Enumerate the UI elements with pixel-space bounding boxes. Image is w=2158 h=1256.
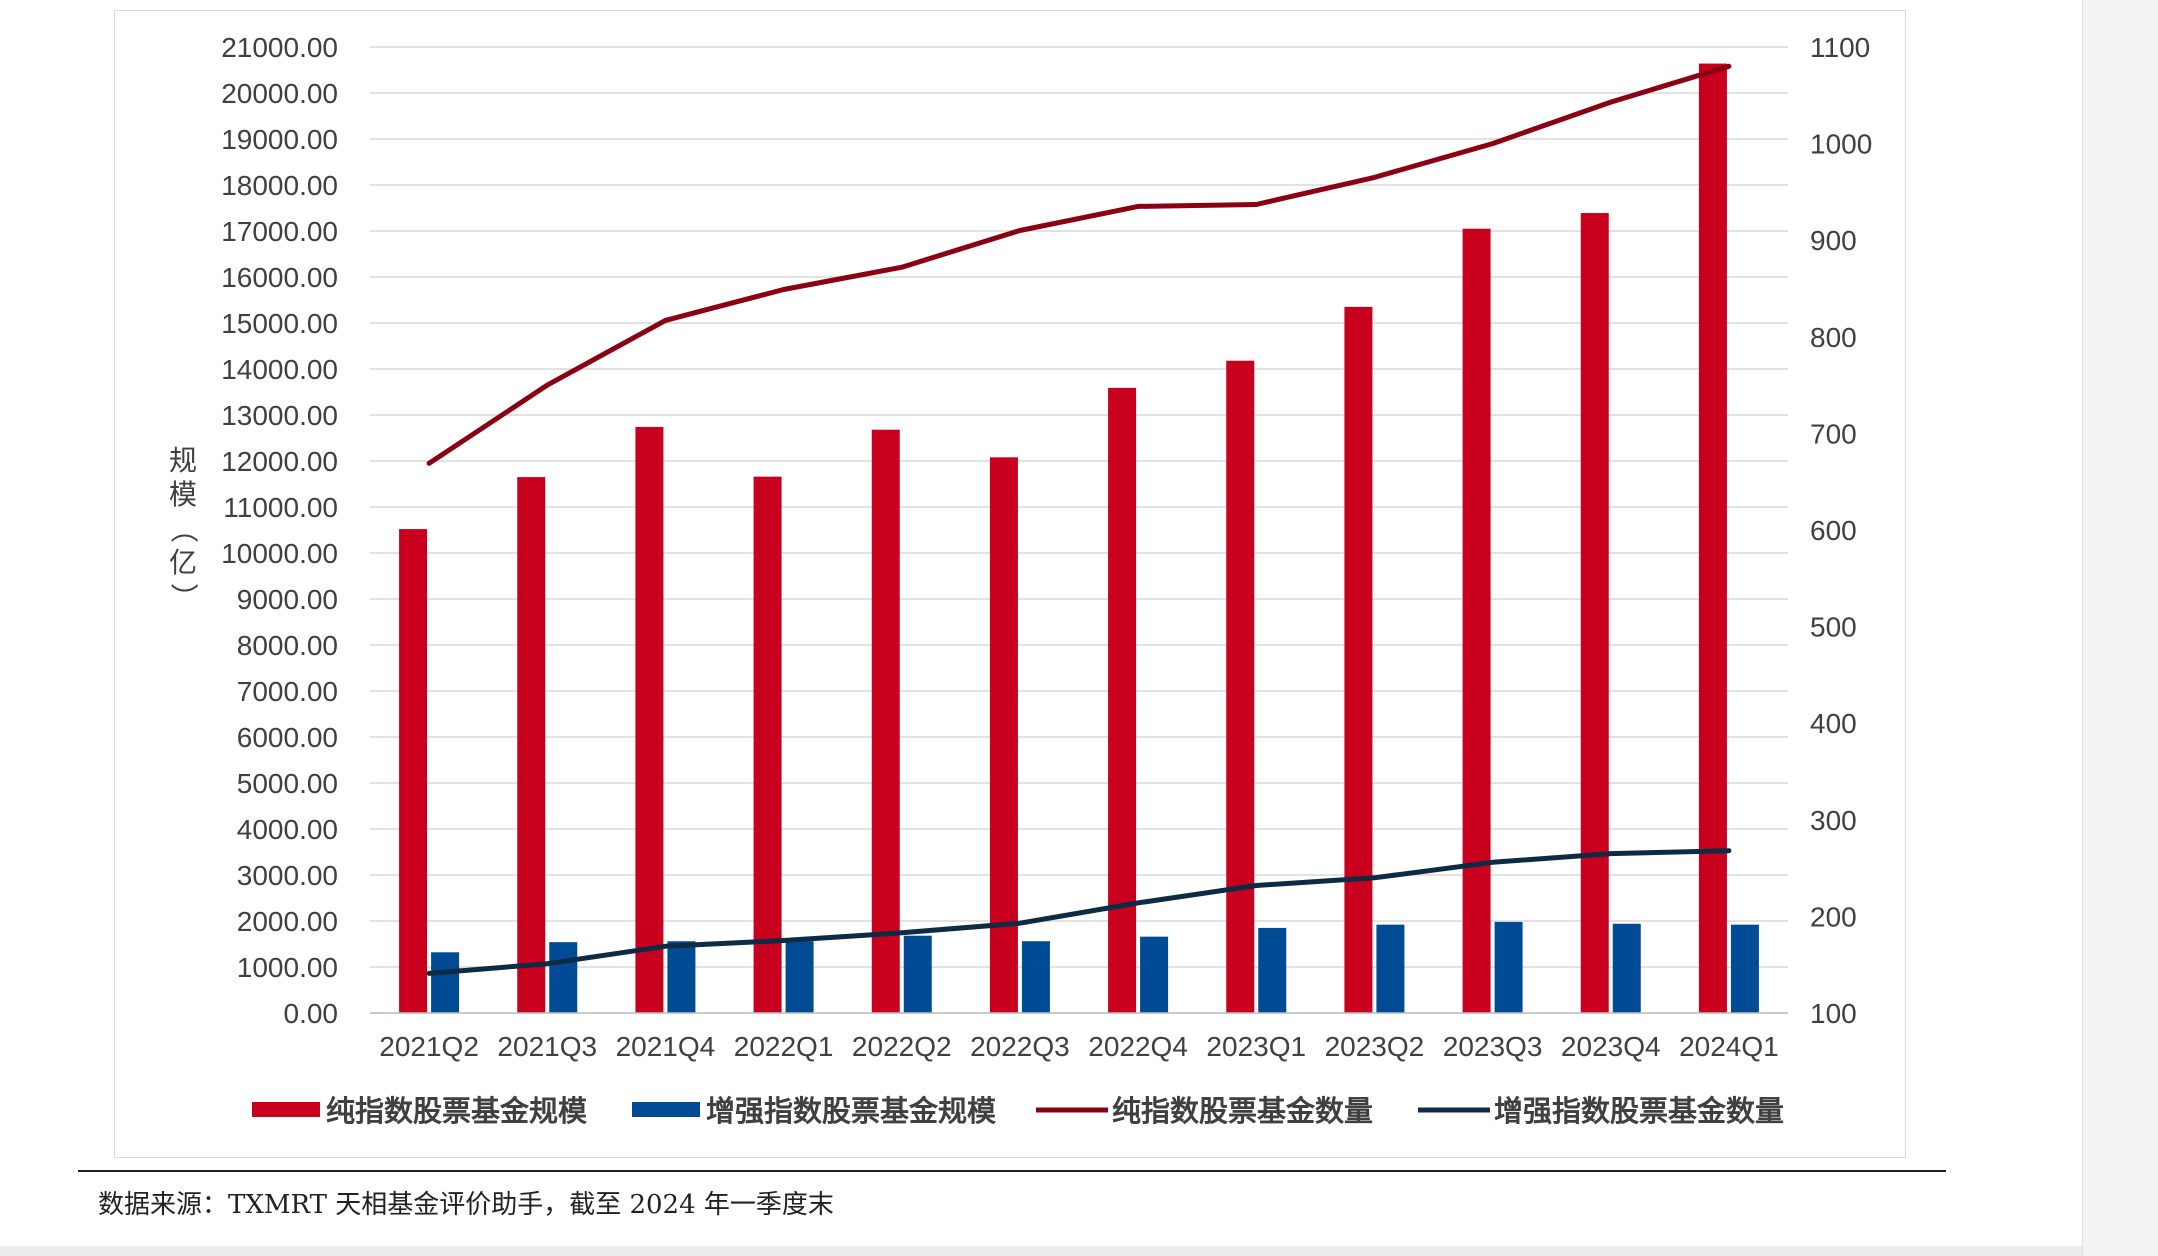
- right-axis-tick-label: 900: [1810, 225, 1857, 256]
- right-axis-tick-label: 1100: [1810, 32, 1870, 63]
- bar-pure-index-scale: [753, 476, 782, 1013]
- right-axis-tick-label: 1000: [1810, 129, 1872, 160]
- legend-swatch: [252, 1102, 320, 1117]
- left-axis-title-char: ）: [167, 583, 200, 611]
- x-axis-tick-label: 2024Q1: [1679, 1031, 1779, 1062]
- right-axis-tick-label: 700: [1810, 418, 1857, 449]
- page-bottom-edge: [0, 1246, 2082, 1256]
- left-axis-tick-label: 17000.00: [221, 216, 338, 247]
- legend-label: 增强指数股票基金规模: [706, 1094, 997, 1128]
- left-axis-tick-label: 9000.00: [237, 584, 338, 615]
- bar-enhanced-index-scale: [431, 952, 460, 1013]
- left-axis-tick-label: 20000.00: [221, 78, 338, 109]
- left-axis-tick-label: 6000.00: [237, 722, 338, 753]
- bar-pure-index-scale: [635, 426, 664, 1014]
- chart: 0.00 1000.00 2000.00 3000.00 4000.00 5000.00 6…: [167, 32, 1872, 1128]
- left-axis-tick-label: 8000.00: [237, 630, 338, 661]
- left-axis-tick-label: 13000.00: [221, 400, 338, 431]
- bar-enhanced-index-scale: [1612, 923, 1641, 1013]
- left-axis-tick-label: 18000.00: [221, 170, 338, 201]
- footer-divider: [78, 1170, 1946, 1172]
- x-axis-tick-label: 2022Q4: [1088, 1031, 1188, 1062]
- left-axis-tick-label: 15000.00: [221, 308, 338, 339]
- axes: 0.00 1000.00 2000.00 3000.00 4000.00 5000.00 6…: [167, 32, 1872, 1062]
- x-axis-tick-label: 2023Q3: [1443, 1031, 1543, 1062]
- bar-enhanced-index-scale: [903, 935, 932, 1013]
- left-axis-tick-label: 2000.00: [237, 906, 338, 937]
- source-note: 数据来源：TXMRT 天相基金评价助手，截至 2024 年一季度末: [98, 1190, 834, 1220]
- left-axis-tick-label: 12000.00: [221, 446, 338, 477]
- bar-pure-index-scale: [871, 429, 900, 1014]
- lines: [426, 63, 1732, 976]
- legend-label: 纯指数股票基金规模: [326, 1094, 588, 1128]
- left-axis-tick-label: 19000.00: [221, 124, 338, 155]
- bars: [399, 63, 1759, 1014]
- left-axis-tick-label: 7000.00: [237, 676, 338, 707]
- bar-enhanced-index-scale: [1140, 936, 1169, 1013]
- right-axis-tick-label: 400: [1810, 708, 1857, 739]
- bar-pure-index-scale: [1108, 387, 1137, 1013]
- x-axis-tick-label: 2022Q3: [970, 1031, 1070, 1062]
- x-axis-tick-label: 2021Q4: [616, 1031, 716, 1062]
- x-axis-tick-label: 2022Q2: [852, 1031, 952, 1062]
- x-axis-tick-label: 2021Q3: [497, 1031, 597, 1062]
- right-axis-tick-label: 100: [1810, 998, 1857, 1029]
- legend-label: 增强指数股票基金数量: [1494, 1094, 1784, 1128]
- bar-pure-index-scale: [989, 457, 1018, 1013]
- x-axis-tick-label: 2023Q4: [1561, 1031, 1661, 1062]
- legend: 纯指数股票基金规模 增强指数股票基金规模 纯指数股票基金数量 增强指数股票基金数量: [252, 1094, 1784, 1128]
- bar-enhanced-index-scale: [1021, 941, 1050, 1013]
- gridlines: [370, 46, 1788, 1014]
- left-axis-tick-label: 5000.00: [237, 768, 338, 799]
- left-axis-tick-label: 14000.00: [221, 354, 338, 385]
- right-axis-tick-label: 800: [1810, 322, 1857, 353]
- left-axis-tick-label: 0.00: [284, 998, 339, 1029]
- bar-pure-index-scale: [517, 477, 546, 1014]
- left-axis-title-char: 亿: [169, 546, 197, 579]
- bar-pure-index-scale: [399, 529, 428, 1013]
- bar-enhanced-index-scale: [667, 941, 696, 1013]
- bar-pure-index-scale: [1580, 213, 1609, 1013]
- bar-pure-index-scale: [1698, 63, 1727, 1014]
- x-axis-tick-label: 2023Q2: [1325, 1031, 1425, 1062]
- legend-label: 纯指数股票基金数量: [1112, 1094, 1373, 1128]
- bar-enhanced-index-scale: [785, 941, 814, 1013]
- x-axis-tick-label: 2021Q2: [379, 1031, 479, 1062]
- bar-enhanced-index-scale: [1494, 921, 1523, 1013]
- left-axis-title-char: （: [167, 515, 200, 543]
- bar-enhanced-index-scale: [1730, 924, 1759, 1013]
- legend-swatch: [632, 1102, 700, 1117]
- x-axis-tick-label: 2023Q1: [1206, 1031, 1306, 1062]
- bar-pure-index-scale: [1344, 306, 1373, 1013]
- x-axis-tick-label: 2022Q1: [734, 1031, 834, 1062]
- right-axis-tick-label: 500: [1810, 612, 1857, 643]
- left-axis-title-char: 规: [169, 444, 197, 477]
- line-enhanced-index-count: [426, 848, 1732, 976]
- bar-pure-index-scale: [1226, 360, 1255, 1014]
- line-pure-index-count: [426, 63, 1732, 466]
- left-axis-title-char: 模: [169, 478, 197, 511]
- bar-enhanced-index-scale: [549, 942, 578, 1013]
- bar-pure-index-scale: [1462, 228, 1491, 1013]
- right-axis-tick-label: 300: [1810, 805, 1857, 836]
- bar-enhanced-index-scale: [1376, 924, 1405, 1013]
- left-axis-tick-label: 4000.00: [237, 814, 338, 845]
- right-axis-tick-label: 600: [1810, 515, 1857, 546]
- left-axis-tick-label: 1000.00: [237, 952, 338, 983]
- left-axis-tick-label: 16000.00: [221, 262, 338, 293]
- right-axis-tick-label: 200: [1810, 901, 1857, 932]
- page-gutter: [2082, 0, 2158, 1256]
- left-axis-tick-label: 3000.00: [237, 860, 338, 891]
- chart-frame: [114, 10, 1906, 1158]
- left-axis-tick-label: 21000.00: [221, 32, 338, 63]
- left-axis-tick-label: 10000.00: [221, 538, 338, 569]
- left-axis-tick-label: 11000.00: [223, 492, 338, 523]
- bar-enhanced-index-scale: [1258, 927, 1287, 1013]
